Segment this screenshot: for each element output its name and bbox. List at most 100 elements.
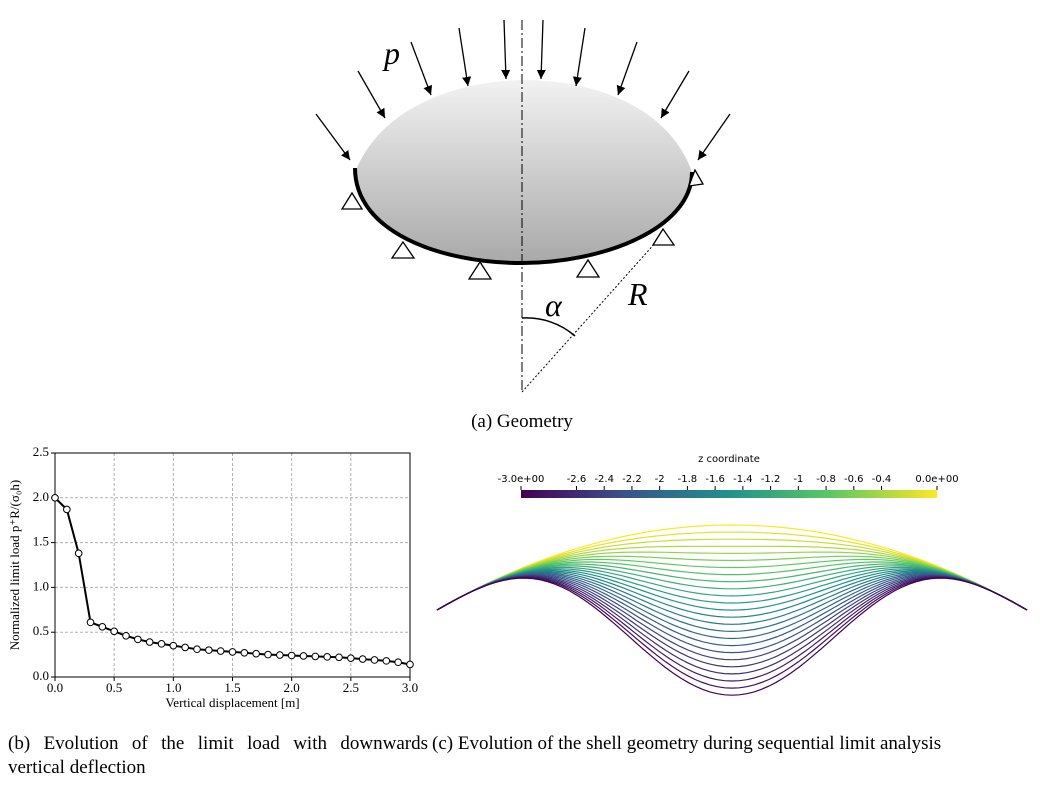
colorbar-tick-label: -2.4: [594, 474, 614, 485]
caption: (b) Evolution of the limit load with dow…: [8, 733, 428, 778]
x-axis-label: Vertical displacement [m]: [165, 695, 299, 710]
marker: [252, 649, 260, 658]
shell-curve: [436, 566, 1028, 611]
marker: [264, 650, 272, 659]
colorbar-tick-label: -0.8: [816, 474, 836, 485]
shell-curve: [436, 558, 1028, 611]
shell-curve: [436, 570, 1028, 618]
angle-arc: [521, 317, 576, 337]
marker: [110, 627, 118, 636]
colorbar-tick-label: -1.8: [678, 474, 698, 485]
shell-curve: [436, 574, 1028, 654]
colorbar: [521, 490, 937, 498]
shell-evolution: z coordinate -3.0e+00 -2.6 -2.4 -2.2 -2 -1.8 -1…: [436, 454, 1028, 696]
marker: [216, 647, 225, 655]
shell-curve: [436, 569, 1028, 611]
shell-curve: [436, 571, 1028, 625]
colorbar-tick-label: -3.0e+00: [498, 474, 545, 485]
shell-curve: [436, 555, 1028, 611]
geometry-sketch: p α R (a) Geometry: [315, 19, 731, 432]
caption: (a) Geometry: [471, 411, 573, 432]
shell-curve: [436, 576, 1028, 682]
colorbar-tick-label: -2.2: [622, 474, 642, 485]
marker: [51, 494, 59, 502]
marker: [311, 652, 320, 661]
marker: [335, 653, 343, 662]
colorbar-tick-label: -2.6: [567, 474, 587, 485]
marker: [74, 549, 83, 558]
y-tick-label: 1.5: [33, 534, 49, 549]
marker: [169, 641, 178, 650]
marker: [134, 635, 142, 644]
marker: [157, 640, 166, 648]
shell-curve: [436, 572, 1028, 633]
marker: [323, 653, 331, 661]
colorbar-tick-label: -2: [655, 474, 665, 485]
colorbar-tick-label: 0.0e+00: [915, 474, 958, 485]
shell-curve: [436, 577, 1028, 689]
limit-load-chart: 0.0 0.5 1.0 1.5 2.0 2.5 3.0 0.0 0.5 1.0 1.5 2.0 2.5 V…: [7, 444, 418, 710]
marker: [347, 654, 355, 662]
load-label: p: [382, 35, 400, 71]
dome: [355, 80, 692, 263]
x-tick-label: 0.0: [47, 680, 63, 695]
marker: [193, 645, 201, 654]
shell-curve: [436, 545, 1028, 611]
shell-curve: [436, 551, 1028, 611]
angle-label: α: [545, 287, 563, 323]
shell-curve: [436, 572, 1028, 640]
radius-label: R: [627, 276, 648, 312]
marker: [205, 646, 213, 654]
colorbar-tick-label: -1.4: [733, 474, 753, 485]
shell-curve: [436, 568, 1028, 611]
marker: [370, 656, 379, 664]
marker: [63, 505, 71, 514]
x-tick-label: 1.5: [224, 680, 240, 695]
marker: [122, 631, 130, 640]
marker: [86, 618, 95, 627]
marker: [181, 643, 189, 652]
y-tick-label: 0.0: [33, 668, 49, 683]
colorbar-title: z coordinate: [698, 454, 760, 465]
x-tick-label: 2.0: [284, 680, 300, 695]
marker: [299, 652, 308, 660]
shell-curve: [436, 538, 1028, 611]
load-arrows: [315, 19, 731, 161]
shell-curve: [436, 565, 1028, 611]
y-tick-label: 2.0: [33, 489, 49, 504]
y-tick-label: 1.0: [33, 578, 49, 593]
shell-curve: [436, 574, 1028, 661]
marker: [382, 657, 391, 665]
colorbar-tick-label: -0.4: [872, 474, 892, 485]
shell-curve: [436, 531, 1028, 611]
marker: [276, 651, 284, 659]
marker: [240, 649, 249, 657]
y-tick-label: 0.5: [33, 623, 49, 638]
marker: [406, 660, 414, 669]
x-tick-label: 1.0: [165, 680, 181, 695]
shell-curve: [436, 561, 1028, 611]
colorbar-tick-label: -1.6: [705, 474, 725, 485]
colorbar-tick-label: -1.2: [761, 474, 781, 485]
shell-curve: [436, 573, 1028, 647]
shell-curve: [436, 563, 1028, 611]
caption: (c) Evolution of the shell geometry duri…: [432, 733, 942, 754]
marker: [145, 638, 154, 646]
plot-frame: [54, 452, 411, 678]
y-axis-label: Normalized limit load p⁺R/(σ₀h): [7, 480, 22, 650]
colorbar-tick-label: -0.6: [844, 474, 864, 485]
marker: [358, 655, 367, 663]
marker: [98, 623, 107, 631]
marker: [228, 648, 237, 656]
shell-curve: [436, 524, 1028, 611]
y-tick-label: 2.5: [33, 444, 49, 459]
shell-curve: [436, 576, 1028, 675]
x-tick-label: 0.5: [106, 680, 122, 695]
marker: [394, 658, 402, 667]
marker: [287, 651, 296, 660]
colorbar-tick-label: -1: [793, 474, 803, 485]
x-tick-label: 3.0: [402, 680, 418, 695]
x-tick-label: 2.5: [343, 680, 359, 695]
